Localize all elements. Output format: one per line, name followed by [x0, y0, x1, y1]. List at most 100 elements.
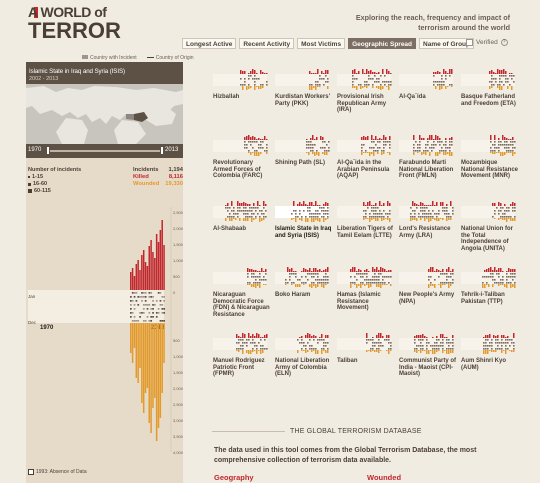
incident-dot — [450, 348, 452, 350]
killed-bar — [429, 135, 431, 140]
group-cell-basque-fatherland-and-freedom-eta[interactable]: Basque Fatherland and Freedom (ETA) — [461, 66, 517, 128]
slider-handle-start[interactable] — [46, 146, 50, 155]
tab-recent-activity[interactable]: Recent Activity — [239, 38, 295, 49]
killed-bar — [323, 204, 325, 206]
group-cell-lord-s-resistance-army-lra[interactable]: Lord's Resistance Army (LRA) — [399, 198, 455, 260]
help-icon[interactable]: ? — [500, 39, 508, 46]
killed-bar — [354, 69, 356, 74]
incident-dot — [229, 213, 231, 215]
group-cell-national-union-for-the-total-independence-of-angola-unita[interactable]: National Union for the Total Independenc… — [461, 198, 517, 260]
tab-most-victims[interactable]: Most Victims — [297, 38, 346, 49]
group-cell-hamas-islamic-resistance-movement[interactable]: Hamas (Islamic Resistance Movement) — [337, 264, 393, 326]
incident-dot — [505, 342, 507, 344]
incident-dot — [413, 147, 415, 149]
group-cell-new-people-s-army-npa[interactable]: New People's Army (NPA) — [399, 264, 455, 326]
killed-bar — [373, 139, 375, 140]
incident-dot — [235, 213, 237, 215]
group-sparkline-band — [275, 140, 329, 152]
group-cell-islamic-state-in-iraq-and-syria-isis[interactable]: Islamic State in Iraq and Syria (ISIS) — [275, 198, 331, 260]
killed-bar — [239, 203, 241, 206]
slider-track[interactable] — [46, 150, 164, 152]
incident-dot — [438, 348, 440, 350]
wounded-axis-tick: 3,000 — [173, 418, 183, 423]
incident-dot — [374, 279, 376, 281]
killed-bar — [428, 205, 430, 206]
group-cell-manuel-rodriguez-patriotic-front-fpmr[interactable]: Manuel Rodriguez Patriotic Front (FPMR) — [213, 330, 269, 392]
group-cell-shining-path-sl[interactable]: Shining Path (SL) — [275, 132, 331, 194]
group-cell-boko-haram[interactable]: Boko Haram — [275, 264, 331, 326]
incident-dot — [265, 210, 267, 212]
group-cell-nicaraguan-democratic-force-fdn-nicaraguan-resistance[interactable]: Nicaraguan Democratic Force (FDN) & Nica… — [213, 264, 270, 326]
slider-handle-end[interactable] — [160, 146, 164, 155]
group-cell-mozambique-national-resistance-movement-mnr[interactable]: Mozambique National Resistance Movement … — [461, 132, 518, 194]
group-cell-liberation-tigers-of-tamil-eelam-ltte[interactable]: Liberation Tigers of Tamil Eelam (LTTE) — [337, 198, 393, 260]
incident-dot — [256, 345, 258, 347]
incident-dot — [250, 342, 252, 344]
tab-longest-active[interactable]: Longest Active — [182, 38, 237, 49]
group-cell-kurdistan-workers-party-pkk[interactable]: Kurdistan Workers' Party (PKK) — [275, 66, 331, 128]
wounded-bar — [440, 218, 442, 219]
wounded-bar — [252, 350, 254, 352]
incident-dot — [383, 150, 385, 152]
group-cell-al-qa-ida-in-the-arabian-peninsula-aqap[interactable]: Al-Qa`ida in the Arabian Peninsula (AQAP… — [337, 132, 393, 194]
killed-bar — [315, 73, 317, 74]
group-cell-revolutionary-armed-forces-of-colombia-farc[interactable]: Revolutionary Armed Forces of Colombia (… — [213, 132, 269, 194]
incident-dot — [262, 84, 264, 86]
group-cell-national-liberation-army-of-colombia-eln[interactable]: National Liberation Army of Colombia (EL… — [275, 330, 331, 392]
logo[interactable]: A WORLD of TERROR — [28, 4, 168, 43]
incident-dot — [439, 84, 441, 86]
wounded-bar — [500, 284, 502, 285]
incident-dot — [133, 316, 136, 318]
tab-name-of-group[interactable]: Name of Group — [419, 38, 474, 49]
incident-dot — [487, 339, 489, 341]
incident-dot — [512, 141, 514, 143]
incident-dot — [507, 348, 509, 350]
wounded-bar — [309, 284, 311, 287]
verified-filter[interactable]: Verified ? — [466, 39, 508, 46]
wounded-bar — [307, 350, 309, 352]
tab-geographic-spread[interactable]: Geographic Spread — [348, 38, 417, 49]
wounded-bar — [231, 218, 233, 221]
incident-dot — [436, 216, 438, 218]
world-map[interactable] — [26, 84, 183, 144]
wounded-bar — [297, 350, 299, 353]
group-cell-communist-party-of-india-maoist-cpi-maoist[interactable]: Communist Party of India - Maoist (CPI-M… — [399, 330, 456, 392]
killed-bar — [315, 201, 317, 206]
timeline-chart[interactable]: Jan Dec 1970 2013 2,500 2,000 1,500 1,000 50… — [26, 197, 184, 477]
killed-bar — [426, 337, 428, 338]
incident-dot — [262, 147, 264, 149]
group-cell-provisional-irish-republican-army-ira[interactable]: Provisional Irish Republican Army (IRA) — [337, 66, 393, 128]
wounded-bar — [417, 152, 419, 153]
killed-bar — [446, 337, 448, 338]
wounded-bar — [235, 218, 237, 220]
killed-bar — [382, 268, 384, 272]
killed-bar — [436, 336, 438, 338]
group-cell-al-qa-ida[interactable]: Al-Qa`ida — [399, 66, 455, 128]
incident-dot — [246, 147, 248, 149]
group-cell-al-shabaab[interactable]: Al-Shabaab — [213, 198, 269, 260]
incident-dot — [365, 210, 367, 212]
group-cell-farabundo-marti-national-liberation-front-fmln[interactable]: Farabundo Marti National Liberation Fron… — [399, 132, 455, 194]
incident-dot — [374, 75, 376, 77]
killed-bar — [491, 70, 493, 74]
group-cell-hizballah[interactable]: Hizballah — [213, 66, 269, 128]
incident-dot — [328, 141, 330, 143]
incident-dot — [511, 339, 513, 341]
killed-bar — [512, 202, 514, 206]
dot-large-icon — [28, 189, 32, 193]
killed-bar — [251, 269, 253, 272]
wounded-bar — [291, 218, 293, 220]
killed-bar — [379, 201, 381, 206]
incident-dot — [424, 210, 426, 212]
year-slider[interactable]: 1970 2013 — [26, 144, 183, 158]
incident-dot — [251, 207, 253, 209]
incident-dot — [372, 339, 374, 341]
verified-checkbox[interactable] — [466, 39, 473, 46]
group-cell-taliban[interactable]: Taliban — [337, 330, 393, 392]
group-cell-tehrik-i-taliban-pakistan-ttp[interactable]: Tehrik-i-Taliban Pakistan (TTP) — [461, 264, 517, 326]
incident-dot — [246, 345, 248, 347]
group-sparkline-band — [399, 272, 453, 284]
incident-dot — [446, 216, 448, 218]
incident-dot — [413, 150, 415, 152]
group-cell-aum-shinri-kyo-aum[interactable]: Aum Shinri Kyo (AUM) — [461, 330, 517, 392]
